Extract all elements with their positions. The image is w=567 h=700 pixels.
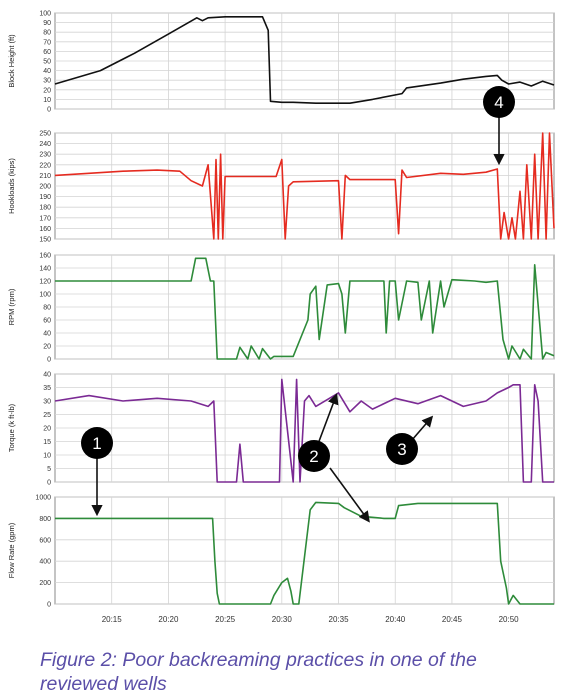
y-axis-label: Hookloads (kips) bbox=[7, 158, 16, 214]
annotation-callout-4: 4 bbox=[483, 86, 515, 166]
y-tick-label: 250 bbox=[39, 131, 51, 138]
y-tick-label: 25 bbox=[43, 412, 51, 419]
x-axis: 20:15 20:20 20:25 20:30 20:35 20:40 20:45 20:50 bbox=[102, 615, 520, 624]
y-tick-label: 150 bbox=[39, 237, 51, 244]
y-tick-label: 0 bbox=[47, 357, 51, 364]
panel-3: 0 20 40 60 80 100 120 140 160 RPM (rpm) bbox=[7, 253, 555, 364]
y-tick-label: 40 bbox=[43, 372, 51, 379]
y-tick-label: 10 bbox=[43, 97, 51, 104]
figure-caption: Figure 2: Poor backreaming practices in … bbox=[40, 649, 477, 695]
annotation-arrow bbox=[329, 467, 370, 523]
panel-5: 0 200 400 600 800 1000 Flow Rate (gpm) bbox=[7, 495, 555, 609]
y-axis-label: Torque (k ft-lb) bbox=[7, 403, 16, 452]
y-tick-label: 60 bbox=[43, 318, 51, 325]
y-tick-label: 50 bbox=[43, 59, 51, 66]
series-line-5-1 bbox=[55, 501, 554, 605]
y-tick-label: 140 bbox=[39, 266, 51, 273]
annotation-number: 1 bbox=[92, 434, 101, 453]
x-tick-label: 20:30 bbox=[272, 615, 293, 624]
y-tick-label: 80 bbox=[43, 305, 51, 312]
y-tick-label: 5 bbox=[47, 466, 51, 473]
annotation-arrow bbox=[317, 393, 339, 445]
x-tick-label: 20:35 bbox=[329, 615, 350, 624]
y-axis-label: RPM (rpm) bbox=[7, 288, 16, 325]
y-tick-label: 180 bbox=[39, 205, 51, 212]
y-tick-label: 200 bbox=[39, 580, 51, 587]
y-tick-label: 160 bbox=[39, 226, 51, 233]
y-tick-label: 35 bbox=[43, 385, 51, 392]
y-tick-label: 100 bbox=[39, 292, 51, 299]
y-tick-label: 190 bbox=[39, 194, 51, 201]
x-tick-label: 20:15 bbox=[102, 615, 123, 624]
panel-4: 0 5 10 15 20 25 30 35 40 Torque (k ft-lb) bbox=[7, 372, 555, 487]
series-line-3-1 bbox=[55, 257, 555, 360]
y-tick-label: 70 bbox=[43, 39, 51, 46]
x-tick-label: 20:50 bbox=[499, 615, 520, 624]
series-line-4-1 bbox=[54, 378, 554, 483]
y-tick-label: 210 bbox=[39, 173, 51, 180]
y-tick-label: 100 bbox=[39, 11, 51, 18]
annotation-number: 2 bbox=[309, 447, 318, 466]
x-tick-label: 20:25 bbox=[215, 615, 236, 624]
y-tick-label: 10 bbox=[43, 453, 51, 460]
y-tick-label: 0 bbox=[47, 107, 51, 114]
annotation-callout-2: 2 bbox=[298, 393, 370, 523]
y-tick-label: 170 bbox=[39, 215, 51, 222]
y-tick-label: 60 bbox=[43, 49, 51, 56]
y-tick-label: 20 bbox=[43, 87, 51, 94]
y-tick-label: 600 bbox=[39, 537, 51, 544]
annotation-callout-1: 1 bbox=[81, 427, 113, 517]
y-tick-label: 1000 bbox=[35, 495, 51, 502]
annotation-number: 4 bbox=[494, 93, 503, 112]
x-tick-label: 20:20 bbox=[158, 615, 179, 624]
y-tick-label: 90 bbox=[43, 20, 51, 27]
annotation-marker bbox=[298, 440, 330, 472]
y-tick-label: 80 bbox=[43, 30, 51, 37]
annotation-number: 3 bbox=[397, 440, 406, 459]
y-tick-label: 15 bbox=[43, 439, 51, 446]
annotation-arrow bbox=[411, 415, 434, 441]
y-tick-label: 0 bbox=[47, 602, 51, 609]
y-tick-label: 240 bbox=[39, 141, 51, 148]
y-tick-label: 400 bbox=[39, 559, 51, 566]
series-line-2-1 bbox=[54, 132, 555, 240]
y-tick-label: 120 bbox=[39, 279, 51, 286]
y-tick-label: 0 bbox=[47, 480, 51, 487]
annotation-marker bbox=[386, 433, 418, 465]
y-axis-label: Flow Rate (gpm) bbox=[7, 522, 16, 578]
y-tick-label: 30 bbox=[43, 78, 51, 85]
y-tick-label: 20 bbox=[43, 426, 51, 433]
y-tick-label: 200 bbox=[39, 184, 51, 191]
y-tick-label: 160 bbox=[39, 253, 51, 260]
y-tick-label: 40 bbox=[43, 331, 51, 338]
y-axis-label: Block Height (ft) bbox=[7, 34, 16, 88]
annotation-callout-3: 3 bbox=[386, 415, 434, 465]
y-tick-label: 40 bbox=[43, 68, 51, 75]
panel-2: 150 160 170 180 190 200 210 220 230 240 250 Hookloa… bbox=[7, 131, 555, 244]
y-tick-label: 800 bbox=[39, 516, 51, 523]
panel-1: 0 10 20 30 40 50 60 70 80 90 100 Block Height (ft) bbox=[7, 11, 555, 114]
y-tick-label: 20 bbox=[43, 344, 51, 351]
y-tick-label: 30 bbox=[43, 399, 51, 406]
y-tick-label: 230 bbox=[39, 152, 51, 159]
x-tick-label: 20:40 bbox=[385, 615, 406, 624]
annotation-marker bbox=[81, 427, 113, 459]
x-tick-label: 20:45 bbox=[442, 615, 463, 624]
y-tick-label: 220 bbox=[39, 162, 51, 169]
annotation-marker bbox=[483, 86, 515, 118]
annotations: 1 2 3 4 bbox=[81, 86, 515, 523]
series-line-1-1 bbox=[54, 15, 555, 104]
